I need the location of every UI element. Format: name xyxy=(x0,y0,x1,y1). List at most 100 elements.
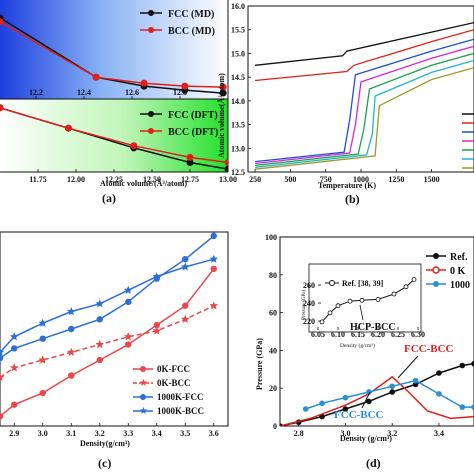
panel-c-x-tick-label-7: 3.6 xyxy=(209,429,219,438)
panel-a-top-series-1-point-3 xyxy=(181,82,189,90)
legend-marker-0k-fcc xyxy=(140,366,146,372)
inset-series-0-point-0 xyxy=(319,319,325,325)
panel-d-series-0-point-7 xyxy=(436,370,442,376)
inset-series-0-point-2 xyxy=(335,303,341,309)
inset-y-axis-label: Pressure (GPa) xyxy=(302,290,307,320)
panel-c-series-0-point-5 xyxy=(125,341,132,348)
panel-d-series-2-point-8 xyxy=(471,404,474,410)
inset-series-0-point-5 xyxy=(375,296,381,302)
panel-b-y-axis-label: Atomic volume(Å³/atom) xyxy=(217,73,226,158)
panel-d-y-tick-label-2: 40 xyxy=(269,346,277,355)
panel-c-x-tick-label-2: 3.1 xyxy=(66,429,76,438)
legend-label-fcc-dft: FCC (DFT) xyxy=(168,110,218,121)
legend-label-0k-bcc: 0K-BCC xyxy=(157,378,191,388)
panel-a-top-x-tick-label-2: 12.6 xyxy=(125,88,139,97)
panel-a-bottom-series-0-point-4 xyxy=(224,165,228,172)
inset-series-0-point-3 xyxy=(347,298,353,304)
legend-marker-bcc-md xyxy=(148,27,154,33)
panel-a-bottom-x-tick-label-0: 11.75 xyxy=(29,175,47,184)
panel-c-series-0-point-7 xyxy=(182,302,189,309)
panel-c-series-0-point-3 xyxy=(68,372,75,379)
panel-a-label: (a) xyxy=(102,191,116,205)
panel-b-label: (b) xyxy=(345,192,360,206)
panel-a-bottom-x-tick-label-5: 13.00 xyxy=(219,175,237,184)
panel-c-x-tick-label-5: 3.4 xyxy=(152,429,162,438)
panel-b-x-tick-label-2: 750 xyxy=(320,175,332,184)
panel-c-series-0-point-2 xyxy=(39,389,46,397)
inset-annotation-arrow xyxy=(359,304,364,321)
legend-label-1000k: 1000 xyxy=(450,280,470,291)
panel-d-series-2-point-5 xyxy=(412,377,419,384)
panel-d-series-2-point-4 xyxy=(389,383,395,390)
panel-a: 12.2 12.4 12.6 12.8 11.75 12.00 12.25 12.50 12.… xyxy=(0,0,237,205)
panel-c-ticks: 2.9 3.0 3.1 3.2 3.3 3.4 3.5 3.6 xyxy=(9,423,219,438)
panel-d-series-0-point-3 xyxy=(342,406,349,412)
panel-a-top-series-1-point-4 xyxy=(219,83,227,91)
panel-a-top-series-0-point-4 xyxy=(219,89,227,97)
panel-b-series xyxy=(255,21,474,170)
panel-a-top-x-tick-label-1: 12.4 xyxy=(77,88,91,97)
panel-c-x-tick-label-0: 2.9 xyxy=(9,429,19,438)
inset-x-axis-label: Density (g/cm³) xyxy=(340,342,375,349)
panel-c-x-tick-label-1: 3.0 xyxy=(38,429,48,438)
legend-label-bcc-dft: BCC (DFT) xyxy=(168,127,218,138)
panel-d-series-0-point-9 xyxy=(471,360,474,367)
inset-y-tick-label-0: 220 xyxy=(303,317,315,326)
annotation-arrow-red xyxy=(397,355,419,379)
panel-b-y-tick-label-5: 15.0 xyxy=(231,49,245,58)
panel-a-bottom-series xyxy=(0,104,228,172)
panel-a-top-x-tick-label-0: 12.2 xyxy=(29,88,43,97)
panel-b-y-tick-label-6: 15.5 xyxy=(231,26,245,35)
panel-a-bottom-series-1-point-3 xyxy=(186,153,194,161)
inset-series-0-point-6 xyxy=(391,291,397,297)
panel-b-x-tick-label-1: 500 xyxy=(284,175,296,184)
panel-c-series-0-point-8 xyxy=(210,265,217,273)
panel-d-y-axis-label: Pressure (GPa) xyxy=(255,338,264,390)
panel-a-bottom-x-tick-label-2: 12.25 xyxy=(105,175,123,184)
panel-d-y-tick-label-4: 80 xyxy=(269,271,277,280)
panel-b-x-tick-label-3: 1000 xyxy=(353,175,369,184)
panel-b-y-tick-label-2: 13.5 xyxy=(231,121,245,130)
panel-c-series-2-point-0 xyxy=(0,354,4,362)
panel-c-series-3-point-0 xyxy=(0,347,5,356)
inset-annotation: HCP-BCC xyxy=(350,322,396,333)
panel-d-inset: 6.05 6.10 6.15 6.20 6.25 6.30 220 240 260 Ref. [… xyxy=(302,263,425,349)
panel-a-top-series xyxy=(0,14,227,97)
panel-b-y-tick-label-7: 16.0 xyxy=(231,2,245,11)
panel-b-frame xyxy=(247,5,474,173)
panel-d-series-line-0 xyxy=(280,362,474,426)
panel-d-x-axis-label: Density (g/cm³) xyxy=(340,434,392,443)
panel-d-series-2-point-1 xyxy=(319,400,325,407)
panel-b-series-line-2 xyxy=(255,38,474,163)
panel-c-label: (c) xyxy=(98,456,111,470)
panel-c-series xyxy=(0,232,218,420)
panel-a-top-background xyxy=(0,0,228,99)
panel-b-series-line-1 xyxy=(255,29,474,82)
panel-a-top-series-1-point-1 xyxy=(92,73,100,81)
panel-d-series-2-point-2 xyxy=(342,394,349,401)
panel-a-bottom-ticks: 11.75 12.00 12.25 12.50 12.75 13.00 xyxy=(29,169,237,184)
panel-c-series-3-point-7 xyxy=(181,262,190,271)
panel-d-label: (d) xyxy=(366,456,381,470)
panel-c: 2.9 3.0 3.1 3.2 3.3 3.4 3.5 3.6 0K-FCC ★ 0K-BCC… xyxy=(0,231,229,470)
panel-d-x-tick-label-3: 3.4 xyxy=(434,429,444,438)
panel-b-y-tick-label-0: 12.5 xyxy=(231,168,245,177)
inset-series-0-point-7 xyxy=(403,284,409,290)
panel-c-series-1-point-0 xyxy=(0,373,5,382)
annotation-arrow-blue xyxy=(361,391,371,409)
panel-c-x-tick-label-6: 3.5 xyxy=(180,429,190,438)
panel-d-y-tick-label-3: 60 xyxy=(269,309,277,318)
panel-a-bottom-series-1-point-1 xyxy=(64,124,72,132)
panel-c-series-1-point-8 xyxy=(209,301,218,310)
panel-c-series-1-point-4 xyxy=(95,340,104,349)
panel-c-series-1-point-6 xyxy=(152,326,161,335)
panel-c-series-2-point-3 xyxy=(68,325,75,333)
panel-d-series-0-point-4 xyxy=(366,398,372,405)
panel-d-y-tick-label-1: 20 xyxy=(269,384,277,393)
legend-label-ref: Ref. xyxy=(450,252,468,263)
legend-marker-ref xyxy=(433,253,439,259)
panel-c-series-1-point-2 xyxy=(38,355,47,364)
panel-b-x-tick-label-5: 1500 xyxy=(424,175,440,184)
panel-c-legend: 0K-FCC ★ 0K-BCC 1000K-FCC ★ 1000K-BCC xyxy=(130,362,222,420)
